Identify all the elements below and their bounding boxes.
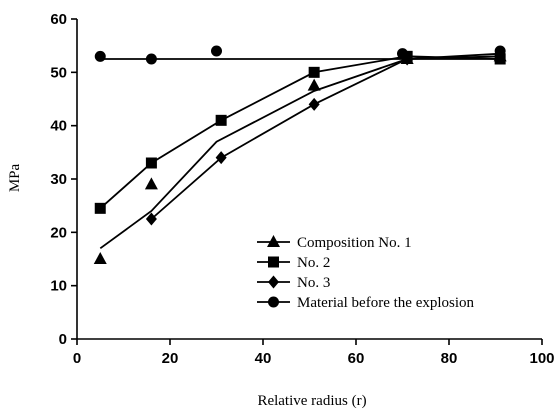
legend-marker-composition-no-1 (267, 235, 280, 247)
y-tick-label: 60 (50, 11, 67, 28)
y-tick-label: 0 (59, 331, 67, 348)
data-point-material-before-the-explosion (145, 53, 157, 65)
data-point-composition-no-1 (307, 78, 321, 91)
legend-label-no-3: No. 3 (297, 275, 330, 291)
y-tick-label: 40 (50, 118, 67, 135)
series-line-composition-no-1 (99, 55, 501, 250)
y-tick-label: 10 (50, 278, 67, 295)
series-markers (93, 45, 507, 264)
x-tick-label: 100 (529, 350, 554, 367)
data-point-material-before-the-explosion (211, 45, 222, 57)
data-point-no-3 (215, 151, 227, 165)
x-tick-label: 60 (348, 350, 365, 367)
y-tick-label: 30 (50, 171, 67, 188)
legend: Composition No. 1 No. 2 No. 3 Material befo… (257, 235, 475, 311)
legend-label-no-2: No. 2 (297, 255, 330, 271)
axis-ticks: 0 20 40 60 80 100 0 10 20 30 40 50 60 (50, 11, 554, 367)
x-tick-label: 20 (162, 350, 179, 367)
y-tick-label: 50 (50, 64, 67, 81)
data-point-no-2 (145, 157, 157, 169)
data-point-material-before-the-explosion (94, 50, 106, 62)
y-axis-title: MPa (7, 163, 23, 192)
data-point-material-before-the-explosion (494, 45, 506, 57)
x-tick-label: 80 (441, 350, 458, 367)
data-point-no-2 (215, 114, 227, 126)
legend-label-composition-no-1: Composition No. 1 (297, 235, 412, 251)
data-point-no-2 (308, 66, 320, 78)
legend-marker-material-before-the-explosion (268, 296, 279, 308)
legend-marker-no-2 (268, 256, 279, 268)
data-point-no-2 (94, 202, 106, 214)
x-axis-title: Relative radius (r) (257, 393, 366, 409)
legend-marker-no-3 (268, 275, 279, 289)
data-point-no-3 (145, 212, 157, 226)
series-line-no-3 (150, 52, 501, 220)
data-point-material-before-the-explosion (397, 48, 408, 60)
legend-label-material-before-the-explosion: Material before the explosion (297, 295, 475, 311)
series-lines (99, 52, 501, 250)
series-line-no-2 (99, 55, 501, 209)
data-point-composition-no-1 (144, 177, 158, 190)
x-tick-label: 0 (73, 350, 81, 367)
data-point-composition-no-1 (93, 252, 107, 264)
y-tick-label: 20 (50, 224, 67, 241)
x-tick-label: 40 (255, 350, 272, 367)
data-point-no-3 (308, 97, 320, 111)
